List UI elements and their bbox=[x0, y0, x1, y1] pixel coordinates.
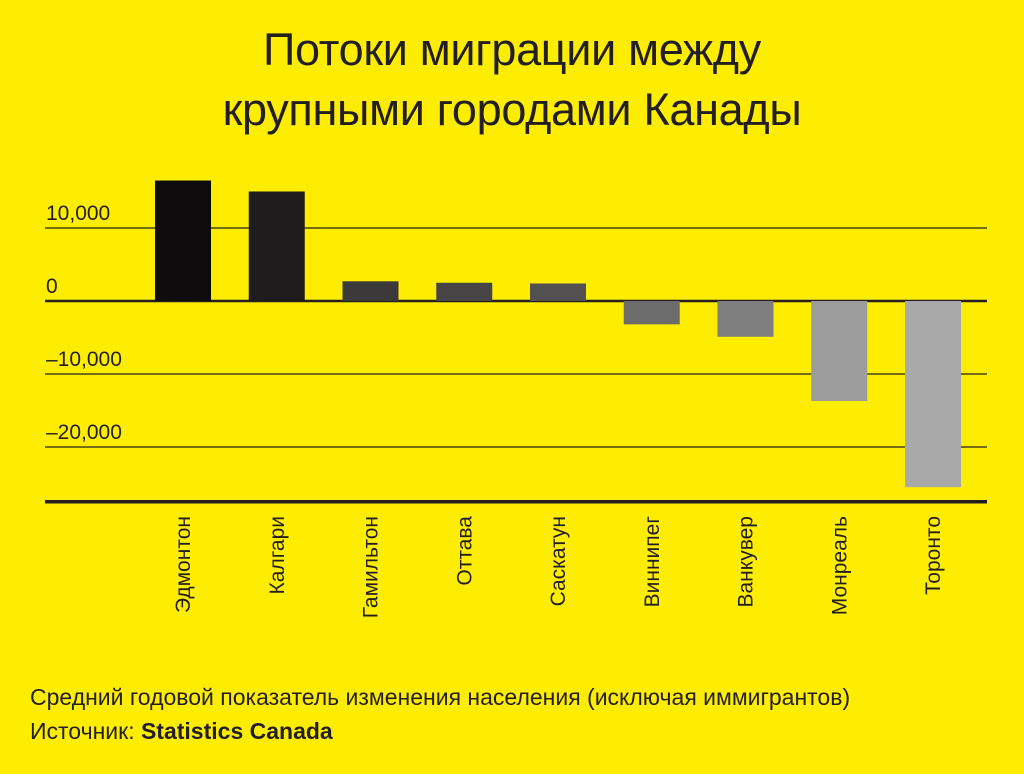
source-label: Источник: bbox=[30, 718, 135, 744]
y-tick-label: 0 bbox=[46, 275, 58, 298]
y-tick-labels: 10,000 0 –10,000 –20,000 bbox=[46, 202, 122, 444]
x-tick-label: Оттава bbox=[453, 516, 476, 586]
x-tick-label: Монреаль bbox=[828, 516, 851, 615]
bar bbox=[717, 301, 774, 337]
x-tick-label: Саскатун bbox=[547, 516, 570, 606]
x-tick-label: Ванкувер bbox=[735, 516, 758, 608]
chart-title-line-2: крупными городами Канады bbox=[222, 84, 802, 135]
source-name: Statistics Canada bbox=[140, 718, 333, 744]
x-tick-label: Гамильтон bbox=[360, 516, 383, 618]
y-tick-label: –20,000 bbox=[46, 421, 122, 444]
bar bbox=[530, 283, 586, 301]
bar bbox=[155, 180, 211, 301]
x-tick-label: Виннипег bbox=[641, 516, 664, 608]
chart-subtitle: Средний годовой показатель изменения нас… bbox=[30, 684, 851, 710]
bars bbox=[155, 180, 961, 488]
bar bbox=[342, 281, 399, 301]
bar bbox=[623, 301, 680, 325]
y-tick-label: 10,000 bbox=[46, 202, 110, 225]
bar bbox=[436, 282, 493, 301]
chart-title-line-1: Потоки миграции между bbox=[263, 24, 761, 75]
x-tick-label: Торонто bbox=[922, 516, 945, 595]
x-tick-label: Калгари bbox=[266, 516, 289, 594]
source-line: Источник: Statistics Canada bbox=[30, 717, 333, 745]
bar bbox=[905, 301, 961, 488]
x-tick-labels: Эдмонтон Калгари Гамильтон Оттава Саскатун Ви… bbox=[172, 516, 945, 619]
bar bbox=[248, 191, 305, 301]
y-tick-label: –10,000 bbox=[46, 348, 122, 371]
bar bbox=[811, 301, 868, 402]
x-tick-label: Эдмонтон bbox=[172, 516, 195, 613]
